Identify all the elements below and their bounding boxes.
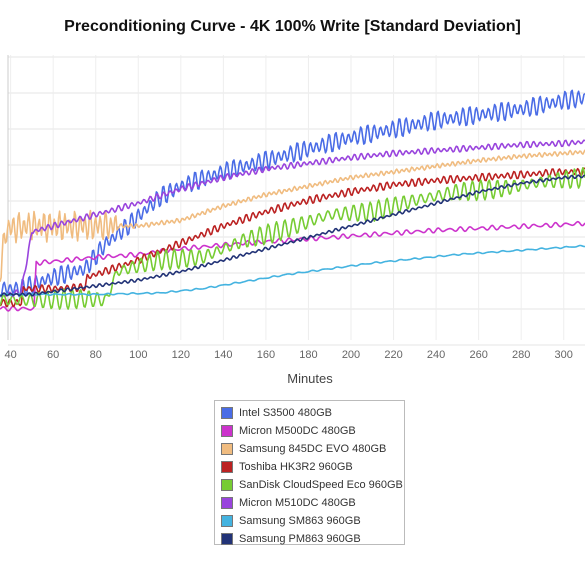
series-line-4 [0,167,585,308]
x-tick-label: 140 [214,349,232,361]
x-tick-label: 40 [5,349,17,361]
x-axis-label: Minutes [287,371,333,386]
legend-label: Samsung SM863 960GB [239,515,361,527]
chart-legend: Intel S3500 480GB Micron M500DC 480GB Sams… [214,400,405,545]
x-tick-label: 80 [90,349,102,361]
legend-label: Samsung PM863 960GB [239,533,361,545]
x-tick-label: 200 [342,349,360,361]
legend-label: Micron M500DC 480GB [239,425,356,437]
series-line-2 [0,220,585,312]
legend-swatch [221,461,233,473]
legend-swatch [221,497,233,509]
x-axis-ticks: 40 60 80 100 120 140 160 180 200 220 240 260 280 300 [5,349,573,361]
series-line-1 [0,89,585,298]
legend-label: Samsung 845DC EVO 480GB [239,443,387,455]
series-line-3 [0,149,585,282]
series-lines [0,89,585,312]
line-chart: 40 60 80 100 120 140 160 180 200 220 240 260 280 300 … [0,55,585,386]
series-line-7 [0,244,585,297]
legend-swatch [221,479,233,491]
legend-swatch [221,443,233,455]
legend-swatch [221,407,233,419]
x-tick-label: 100 [129,349,147,361]
legend-item[interactable]: Micron M510DC 480GB [221,494,404,512]
legend-swatch [221,515,233,527]
series-line-6 [0,139,585,298]
x-tick-label: 220 [384,349,402,361]
legend-item[interactable]: Samsung SM863 960GB [221,512,404,530]
chart-title: Preconditioning Curve - 4K 100% Write [S… [64,18,521,35]
legend-swatch [221,425,233,437]
series-line-5 [0,167,585,310]
legend-swatch [221,533,233,545]
x-tick-label: 120 [172,349,190,361]
x-tick-label: 60 [47,349,59,361]
legend-label: Toshiba HK3R2 960GB [239,461,353,473]
x-tick-label: 160 [257,349,275,361]
legend-label: Intel S3500 480GB [239,407,332,419]
legend-label: SanDisk CloudSpeed Eco 960GB [239,479,403,491]
x-tick-label: 240 [427,349,445,361]
x-tick-label: 260 [469,349,487,361]
legend-item[interactable]: SanDisk CloudSpeed Eco 960GB [221,476,404,494]
x-tick-label: 280 [512,349,530,361]
legend-item[interactable]: Toshiba HK3R2 960GB [221,458,404,476]
series-line-8 [0,174,585,297]
legend-item[interactable]: Samsung 845DC EVO 480GB [221,440,404,458]
x-tick-label: 180 [299,349,317,361]
legend-item[interactable]: Intel S3500 480GB [221,404,404,422]
legend-item[interactable]: Samsung PM863 960GB [221,530,404,548]
x-tick-label: 300 [555,349,573,361]
legend-label: Micron M510DC 480GB [239,497,356,509]
legend-item[interactable]: Micron M500DC 480GB [221,422,404,440]
